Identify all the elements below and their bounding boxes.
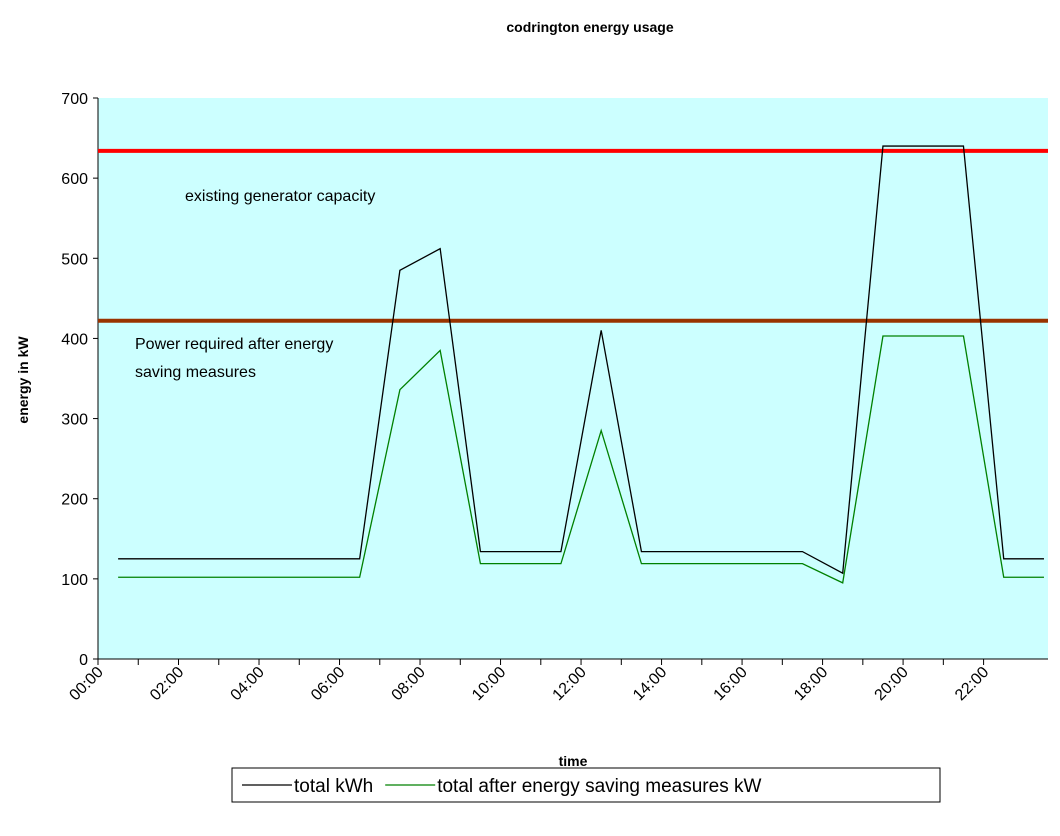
x-tick-label: 00:00 bbox=[66, 664, 106, 704]
x-tick-label: 18:00 bbox=[791, 664, 831, 704]
chart-title: codrington energy usage bbox=[506, 19, 673, 35]
x-tick-label: 22:00 bbox=[952, 664, 992, 704]
reference-label: Power required after energy bbox=[135, 336, 333, 353]
x-tick-label: 14:00 bbox=[630, 664, 670, 704]
x-tick-label: 16:00 bbox=[711, 664, 751, 704]
legend-label: total after energy saving measures kW bbox=[437, 776, 761, 797]
y-tick-label: 200 bbox=[61, 492, 88, 509]
x-tick-label: 12:00 bbox=[550, 664, 590, 704]
reference-label: existing generator capacity bbox=[185, 188, 375, 205]
series-line bbox=[118, 335, 1044, 584]
x-tick-label: 04:00 bbox=[228, 664, 268, 704]
y-tick-label: 300 bbox=[61, 412, 88, 429]
y-tick-label: 500 bbox=[61, 251, 88, 268]
y-tick-label: 600 bbox=[61, 171, 88, 188]
x-tick-label: 20:00 bbox=[872, 664, 912, 704]
y-tick-label: 0 bbox=[79, 652, 88, 669]
series-line bbox=[118, 145, 1044, 575]
x-tick-label: 02:00 bbox=[147, 664, 187, 704]
y-tick-label: 400 bbox=[61, 331, 88, 348]
plot-area bbox=[98, 98, 1048, 659]
y-tick-label: 100 bbox=[61, 572, 88, 589]
legend-box bbox=[231, 767, 941, 803]
x-tick-label: 10:00 bbox=[469, 664, 509, 704]
x-tick-label: 06:00 bbox=[308, 664, 348, 704]
y-axis-label: energy in kW bbox=[15, 336, 31, 424]
legend-label: total kWh bbox=[294, 776, 373, 797]
legend: total kWh total after energy saving measu… bbox=[231, 767, 941, 803]
y-tick-label: 700 bbox=[61, 91, 88, 108]
reference-label: saving measures bbox=[135, 364, 256, 381]
x-tick-label: 08:00 bbox=[389, 664, 429, 704]
x-axis-label: time bbox=[559, 753, 588, 769]
